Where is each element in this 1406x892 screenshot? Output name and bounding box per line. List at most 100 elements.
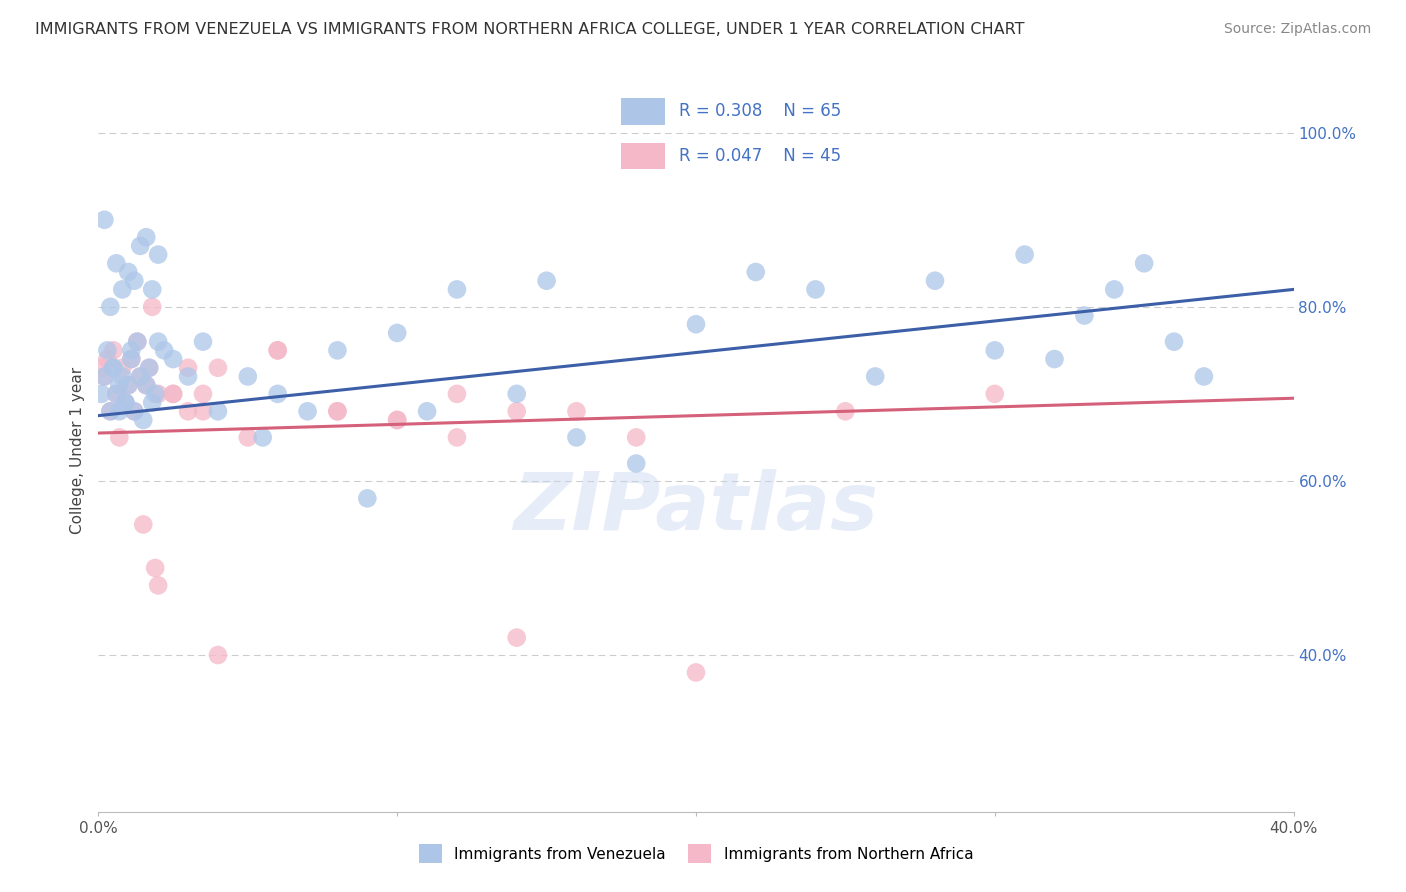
Point (124, 404, 146, 418)
Point (1163, 334, 1185, 349)
Point (135, 378, 157, 392)
Point (1133, 256, 1156, 270)
Point (416, 404, 439, 418)
Point (745, 265, 768, 279)
Point (90, 360, 112, 375)
Point (804, 282, 827, 296)
Point (1014, 247, 1036, 261)
Point (114, 395, 136, 409)
Point (685, 317, 707, 331)
Point (177, 360, 200, 375)
Point (446, 430, 468, 444)
Point (685, 665, 707, 680)
Point (207, 360, 229, 375)
Bar (621, 98, 665, 125)
Point (90, 387, 112, 401)
Point (141, 395, 163, 409)
Point (191, 387, 214, 401)
Point (446, 282, 468, 296)
Point (446, 387, 468, 401)
Point (865, 369, 887, 384)
Text: R = 0.308    N = 65: R = 0.308 N = 65 (679, 103, 841, 120)
Point (236, 369, 259, 384)
Text: Source: ZipAtlas.com: Source: ZipAtlas.com (1223, 22, 1371, 37)
Point (626, 457, 648, 471)
Point (536, 274, 558, 288)
Point (120, 352, 142, 367)
Point (117, 378, 139, 392)
Point (93, 369, 115, 384)
Point (111, 360, 134, 375)
Point (132, 517, 155, 532)
Point (191, 334, 214, 349)
Point (105, 387, 128, 401)
Point (356, 491, 378, 506)
Point (98, 404, 122, 418)
Point (984, 343, 1007, 358)
Point (148, 578, 170, 592)
Point (162, 387, 184, 401)
Text: R = 0.047    N = 45: R = 0.047 N = 45 (679, 147, 841, 165)
Point (105, 256, 128, 270)
Point (1043, 352, 1066, 367)
Point (103, 360, 125, 375)
Point (207, 648, 229, 662)
Point (143, 561, 166, 575)
Point (236, 430, 259, 444)
Point (127, 334, 149, 349)
Point (103, 360, 125, 375)
Point (120, 352, 142, 367)
Point (565, 404, 588, 418)
Point (98, 404, 122, 418)
Text: IMMIGRANTS FROM VENEZUELA VS IMMIGRANTS FROM NORTHERN AFRICA COLLEGE, UNDER 1 YE: IMMIGRANTS FROM VENEZUELA VS IMMIGRANTS … (35, 22, 1025, 37)
Point (1073, 309, 1095, 323)
Point (626, 430, 648, 444)
Point (124, 404, 146, 418)
Point (252, 430, 274, 444)
Point (506, 404, 529, 418)
Point (135, 230, 157, 244)
Point (103, 343, 125, 358)
Point (207, 404, 229, 418)
Point (326, 343, 349, 358)
Point (93, 212, 115, 227)
Point (108, 378, 131, 392)
Point (129, 369, 152, 384)
Point (129, 239, 152, 253)
Point (326, 404, 349, 418)
Point (506, 387, 529, 401)
Bar (621, 143, 665, 169)
Point (148, 247, 170, 261)
Point (98, 300, 122, 314)
Point (984, 387, 1007, 401)
Point (114, 395, 136, 409)
Point (1192, 369, 1215, 384)
Point (177, 404, 200, 418)
Point (267, 387, 290, 401)
Point (132, 413, 155, 427)
Point (138, 360, 160, 375)
Point (834, 404, 856, 418)
Point (924, 274, 946, 288)
Legend: Immigrants from Venezuela, Immigrants from Northern Africa: Immigrants from Venezuela, Immigrants fr… (412, 838, 980, 869)
Point (143, 387, 166, 401)
Y-axis label: College, Under 1 year: College, Under 1 year (70, 367, 86, 534)
Point (105, 387, 128, 401)
Point (326, 404, 349, 418)
Point (385, 326, 409, 340)
Point (148, 334, 170, 349)
Point (111, 369, 134, 384)
Point (191, 404, 214, 418)
Point (114, 395, 136, 409)
Point (93, 369, 115, 384)
Point (96, 352, 118, 367)
Point (162, 352, 184, 367)
Point (129, 369, 152, 384)
Point (108, 404, 131, 418)
Point (506, 631, 529, 645)
Point (141, 282, 163, 296)
Point (120, 343, 142, 358)
Point (111, 282, 134, 296)
Point (117, 378, 139, 392)
Point (297, 404, 319, 418)
